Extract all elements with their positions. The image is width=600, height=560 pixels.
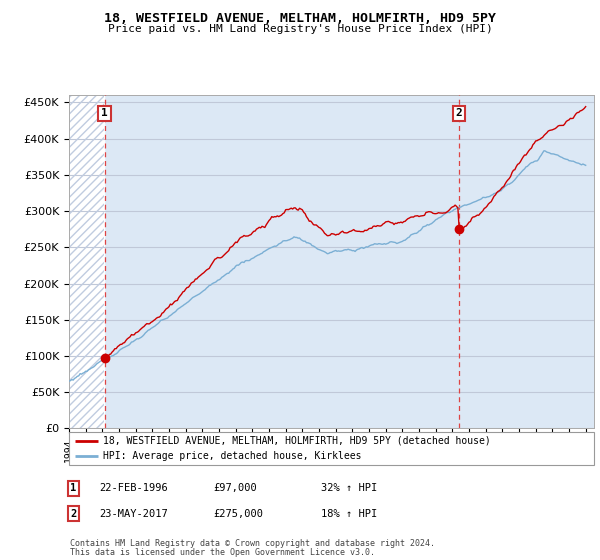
- Text: 1: 1: [70, 483, 76, 493]
- Text: £97,000: £97,000: [213, 483, 257, 493]
- Text: Contains HM Land Registry data © Crown copyright and database right 2024.: Contains HM Land Registry data © Crown c…: [70, 539, 435, 548]
- Bar: [69, 95, 104, 428]
- Text: 18% ↑ HPI: 18% ↑ HPI: [321, 508, 377, 519]
- Text: HPI: Average price, detached house, Kirklees: HPI: Average price, detached house, Kirk…: [103, 451, 362, 461]
- Text: 18, WESTFIELD AVENUE, MELTHAM, HOLMFIRTH, HD9 5PY (detached house): 18, WESTFIELD AVENUE, MELTHAM, HOLMFIRTH…: [103, 436, 491, 446]
- Text: 23-MAY-2017: 23-MAY-2017: [99, 508, 168, 519]
- Text: 18, WESTFIELD AVENUE, MELTHAM, HOLMFIRTH, HD9 5PY: 18, WESTFIELD AVENUE, MELTHAM, HOLMFIRTH…: [104, 12, 496, 25]
- Text: Price paid vs. HM Land Registry's House Price Index (HPI): Price paid vs. HM Land Registry's House …: [107, 24, 493, 34]
- Text: 2: 2: [455, 108, 462, 118]
- Text: 1: 1: [101, 108, 108, 118]
- Text: 32% ↑ HPI: 32% ↑ HPI: [321, 483, 377, 493]
- Text: 22-FEB-1996: 22-FEB-1996: [99, 483, 168, 493]
- Text: 2: 2: [70, 508, 76, 519]
- Text: This data is licensed under the Open Government Licence v3.0.: This data is licensed under the Open Gov…: [70, 548, 375, 557]
- FancyBboxPatch shape: [69, 432, 594, 465]
- Bar: [69, 95, 104, 428]
- Text: £275,000: £275,000: [213, 508, 263, 519]
